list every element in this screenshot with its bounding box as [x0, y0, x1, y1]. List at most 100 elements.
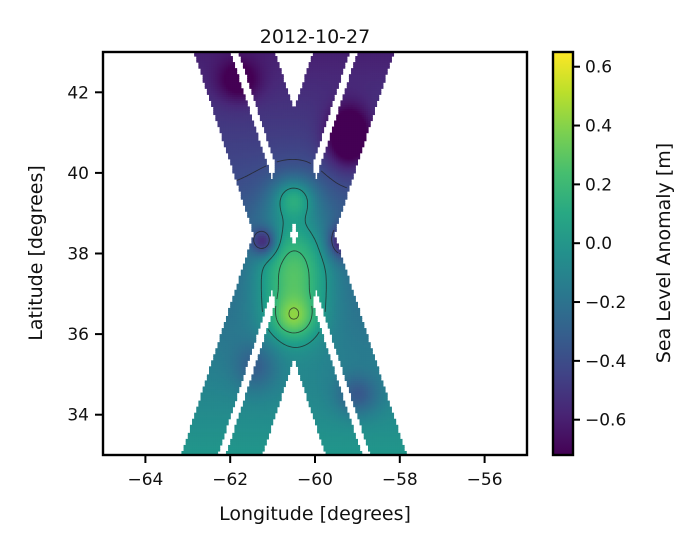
heatmap-cell	[262, 424, 265, 428]
heatmap-cell	[257, 364, 261, 367]
heatmap-cell	[346, 370, 350, 373]
heatmap-cell	[255, 432, 259, 436]
heatmap-cell	[228, 386, 231, 390]
heatmap-cell	[384, 414, 388, 418]
heatmap-cell	[209, 392, 212, 396]
heatmap-cell	[378, 424, 382, 428]
heatmap-cell	[370, 392, 373, 396]
heatmap-cell	[372, 366, 375, 369]
heatmap-cell	[225, 358, 229, 361]
heatmap-cell	[359, 388, 363, 392]
heatmap-cell	[240, 450, 244, 454]
heatmap-cell	[312, 412, 316, 416]
heatmap-cell	[317, 426, 320, 430]
heatmap-cell	[281, 388, 284, 392]
heatmap-cell	[223, 404, 227, 408]
heatmap-cell	[262, 446, 265, 450]
heatmap-cell	[249, 450, 252, 454]
heatmap-cell	[331, 450, 335, 454]
heatmap-cell	[368, 408, 371, 412]
heatmap-cell	[225, 384, 229, 388]
heatmap-cell	[185, 440, 189, 444]
heatmap-cell	[247, 402, 250, 406]
heatmap-cell	[310, 402, 314, 406]
heatmap-cell	[336, 414, 339, 418]
heatmap-cell	[315, 362, 318, 365]
heatmap-cell	[264, 368, 267, 371]
heatmap-cell	[232, 450, 236, 454]
heatmap-cell	[262, 426, 265, 430]
heatmap-cell	[272, 380, 276, 384]
heatmap-cell	[281, 372, 284, 375]
heatmap-cell	[325, 440, 329, 444]
heatmap-cell	[372, 358, 375, 361]
heatmap-cell	[357, 408, 361, 412]
heatmap-cell	[376, 396, 380, 400]
heatmap-cell	[319, 388, 322, 392]
heatmap-cell	[204, 408, 208, 412]
heatmap-cell	[200, 428, 204, 432]
heatmap-cell	[281, 364, 284, 367]
heatmap-cell	[372, 418, 375, 422]
heatmap-cell	[266, 372, 269, 375]
heatmap-cell	[368, 438, 371, 442]
heatmap-cell	[378, 410, 382, 414]
heatmap-cell	[387, 402, 390, 406]
heatmap-cell	[211, 450, 214, 454]
heatmap-cell	[374, 416, 378, 420]
heatmap-cell	[234, 378, 238, 382]
heatmap-cell	[331, 442, 335, 446]
heatmap-cell	[274, 386, 278, 390]
heatmap-cell	[278, 378, 282, 382]
heatmap-cell	[240, 436, 244, 440]
heatmap-cell	[329, 412, 333, 416]
heatmap-cell	[368, 436, 371, 440]
heatmap-cell	[384, 394, 388, 398]
heatmap-cell	[368, 382, 371, 386]
heatmap-cell	[242, 404, 246, 408]
heatmap-cell	[230, 370, 233, 373]
heatmap-cell	[338, 448, 342, 452]
heatmap-cell	[223, 390, 227, 394]
heatmap-cell	[268, 372, 272, 375]
heatmap-cell	[268, 428, 272, 432]
heatmap-cell	[380, 426, 384, 430]
heatmap-cell	[342, 368, 346, 371]
heatmap-cell	[329, 438, 333, 442]
heatmap-cell	[209, 430, 212, 434]
heatmap-cell	[257, 402, 261, 406]
heatmap-cell	[315, 404, 318, 408]
heatmap-cell	[336, 406, 339, 410]
heatmap-cell	[206, 414, 210, 418]
heatmap-cell	[238, 418, 242, 422]
heatmap-cell	[266, 388, 269, 392]
heatmap-cell	[245, 406, 248, 410]
heatmap-cell	[302, 372, 305, 375]
heatmap-cell	[317, 374, 320, 378]
heatmap-cell	[196, 434, 199, 438]
heatmap-cell	[321, 378, 325, 382]
heatmap-cell	[253, 424, 257, 428]
heatmap-cell	[230, 384, 233, 388]
heatmap-cell	[317, 358, 320, 361]
heatmap-cell	[225, 414, 229, 418]
heatmap-cell	[242, 422, 246, 426]
heatmap-cell	[211, 438, 214, 442]
heatmap-cell	[382, 390, 386, 394]
heatmap-cell	[361, 410, 365, 414]
heatmap-cell	[240, 432, 244, 436]
heatmap-cell	[232, 356, 236, 359]
heatmap-cell	[321, 396, 325, 400]
heatmap-cell	[346, 424, 350, 428]
heatmap-cell	[401, 444, 405, 448]
heatmap-cell	[372, 420, 375, 424]
heatmap-cell	[200, 402, 204, 406]
heatmap-cell	[378, 450, 382, 454]
heatmap-cell	[368, 362, 371, 365]
heatmap-cell	[361, 408, 365, 412]
heatmap-cell	[355, 360, 358, 363]
heatmap-cell	[268, 384, 272, 388]
heatmap-cell	[391, 412, 395, 416]
heatmap-cell	[359, 416, 363, 420]
heatmap-cell	[306, 372, 310, 375]
